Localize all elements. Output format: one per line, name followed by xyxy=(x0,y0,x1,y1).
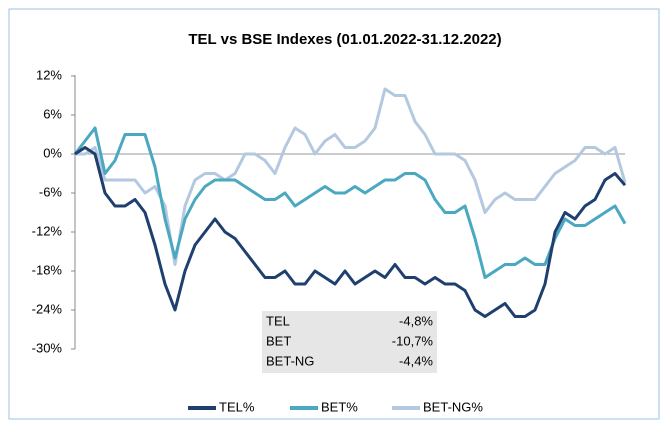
y-tick-label: 6% xyxy=(43,106,62,121)
legend-label: TEL% xyxy=(219,399,255,414)
series-line xyxy=(75,87,627,266)
series-line xyxy=(73,126,627,279)
y-tick-label: -6% xyxy=(39,184,63,199)
summary-label: BET xyxy=(266,333,291,348)
series-line xyxy=(74,146,627,318)
y-tick-label: -30% xyxy=(32,340,63,355)
chart-title: TEL vs BSE Indexes (01.01.2022-31.12.202… xyxy=(188,31,501,48)
summary-box xyxy=(262,311,437,373)
summary-label: TEL xyxy=(266,313,290,328)
y-tick-label: -12% xyxy=(32,223,63,238)
y-tick-label: 12% xyxy=(36,67,62,82)
summary-value: -10,7% xyxy=(392,333,434,348)
summary-label: BET-NG xyxy=(266,353,314,368)
y-tick-label: -24% xyxy=(32,301,63,316)
summary-value: -4,4% xyxy=(399,353,433,368)
summary-value: -4,8% xyxy=(399,313,433,328)
y-tick-label: 0% xyxy=(43,145,62,160)
legend-label: BET-NG% xyxy=(423,399,483,414)
legend-label: BET% xyxy=(321,399,358,414)
y-tick-label: -18% xyxy=(32,262,63,277)
